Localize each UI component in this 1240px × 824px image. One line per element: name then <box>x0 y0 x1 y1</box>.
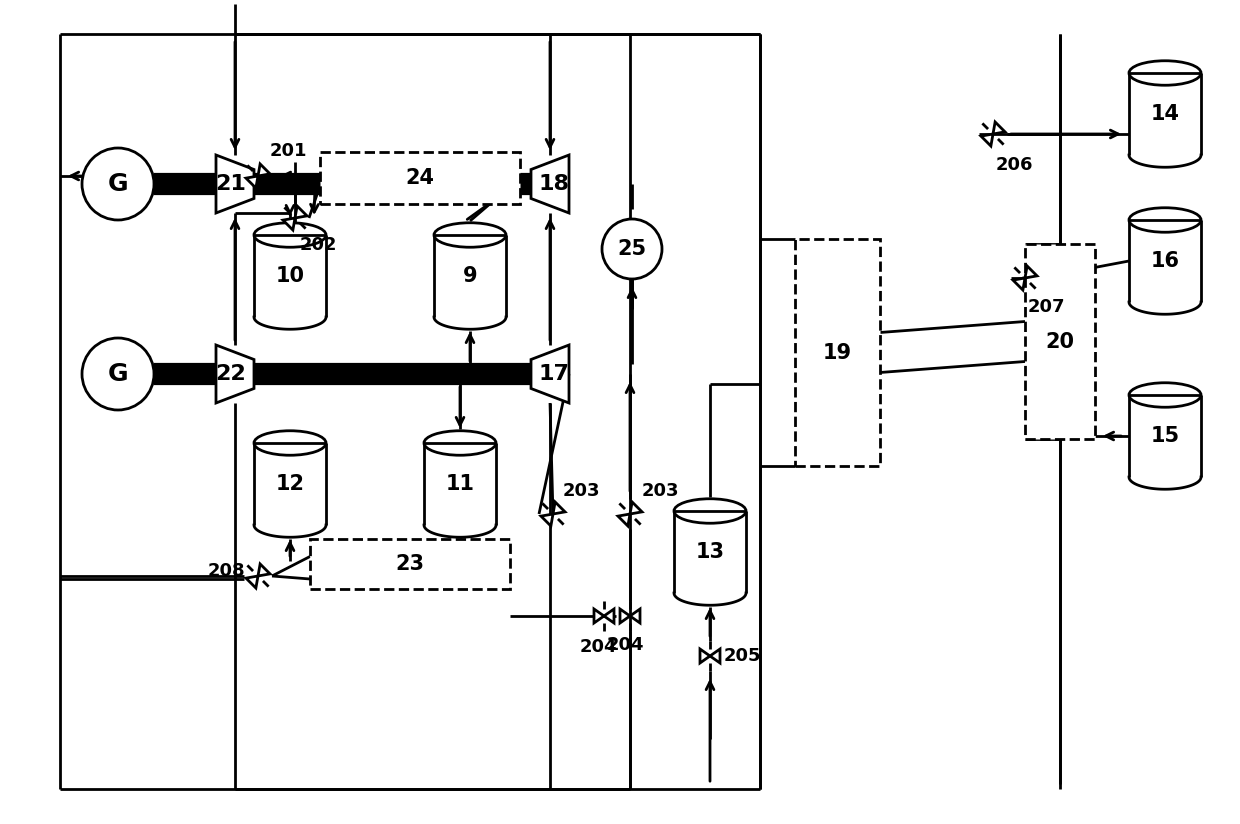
Text: 13: 13 <box>696 542 724 562</box>
Polygon shape <box>553 502 565 514</box>
Ellipse shape <box>254 431 326 455</box>
Polygon shape <box>630 502 642 514</box>
Ellipse shape <box>1128 61 1202 85</box>
Text: 24: 24 <box>405 168 434 188</box>
Polygon shape <box>246 576 258 588</box>
Text: 19: 19 <box>823 343 852 363</box>
Polygon shape <box>993 122 1006 134</box>
Text: G: G <box>108 172 128 196</box>
Polygon shape <box>981 134 993 146</box>
Ellipse shape <box>254 222 326 247</box>
Text: 206: 206 <box>996 156 1033 174</box>
Bar <box>310 539 510 589</box>
Text: 16: 16 <box>1151 251 1179 271</box>
Text: 18: 18 <box>538 174 569 194</box>
Text: 208: 208 <box>208 562 246 580</box>
Polygon shape <box>258 164 270 176</box>
Polygon shape <box>258 564 270 576</box>
Text: 203: 203 <box>563 482 600 500</box>
Text: 12: 12 <box>275 474 305 494</box>
Circle shape <box>601 219 662 279</box>
Text: 204: 204 <box>580 638 618 656</box>
Text: 202: 202 <box>300 236 337 254</box>
Polygon shape <box>531 345 569 403</box>
Text: 15: 15 <box>1151 426 1179 446</box>
Polygon shape <box>246 176 258 188</box>
Text: 14: 14 <box>1151 104 1179 124</box>
Text: 11: 11 <box>445 474 475 494</box>
Polygon shape <box>531 155 569 213</box>
Text: 9: 9 <box>463 266 477 286</box>
Polygon shape <box>216 345 254 403</box>
Polygon shape <box>295 206 308 218</box>
Polygon shape <box>618 514 630 526</box>
Text: 207: 207 <box>1028 298 1065 316</box>
Text: 205: 205 <box>724 647 761 665</box>
Bar <box>1025 244 1095 439</box>
Text: G: G <box>108 362 128 386</box>
Ellipse shape <box>1128 208 1202 232</box>
Polygon shape <box>541 514 553 526</box>
Text: 23: 23 <box>396 554 424 574</box>
Text: 25: 25 <box>618 239 646 259</box>
Text: 17: 17 <box>538 364 569 384</box>
Text: 204: 204 <box>608 636 645 654</box>
Text: 20: 20 <box>1045 331 1075 352</box>
Text: 201: 201 <box>270 142 308 160</box>
Text: 10: 10 <box>275 266 305 286</box>
Ellipse shape <box>424 431 496 455</box>
Text: 21: 21 <box>216 174 247 194</box>
Polygon shape <box>711 649 720 663</box>
Polygon shape <box>1013 278 1025 290</box>
Bar <box>795 239 880 466</box>
Circle shape <box>82 338 154 410</box>
Ellipse shape <box>675 499 746 523</box>
Text: 22: 22 <box>216 364 247 384</box>
Polygon shape <box>283 218 295 230</box>
Text: 203: 203 <box>642 482 680 500</box>
Polygon shape <box>630 609 640 623</box>
Polygon shape <box>701 649 711 663</box>
Polygon shape <box>1025 266 1037 278</box>
Circle shape <box>82 148 154 220</box>
Bar <box>320 152 520 204</box>
Polygon shape <box>216 155 254 213</box>
Polygon shape <box>604 609 614 623</box>
Polygon shape <box>620 609 630 623</box>
Polygon shape <box>594 609 604 623</box>
Ellipse shape <box>434 222 506 247</box>
Ellipse shape <box>1128 383 1202 407</box>
